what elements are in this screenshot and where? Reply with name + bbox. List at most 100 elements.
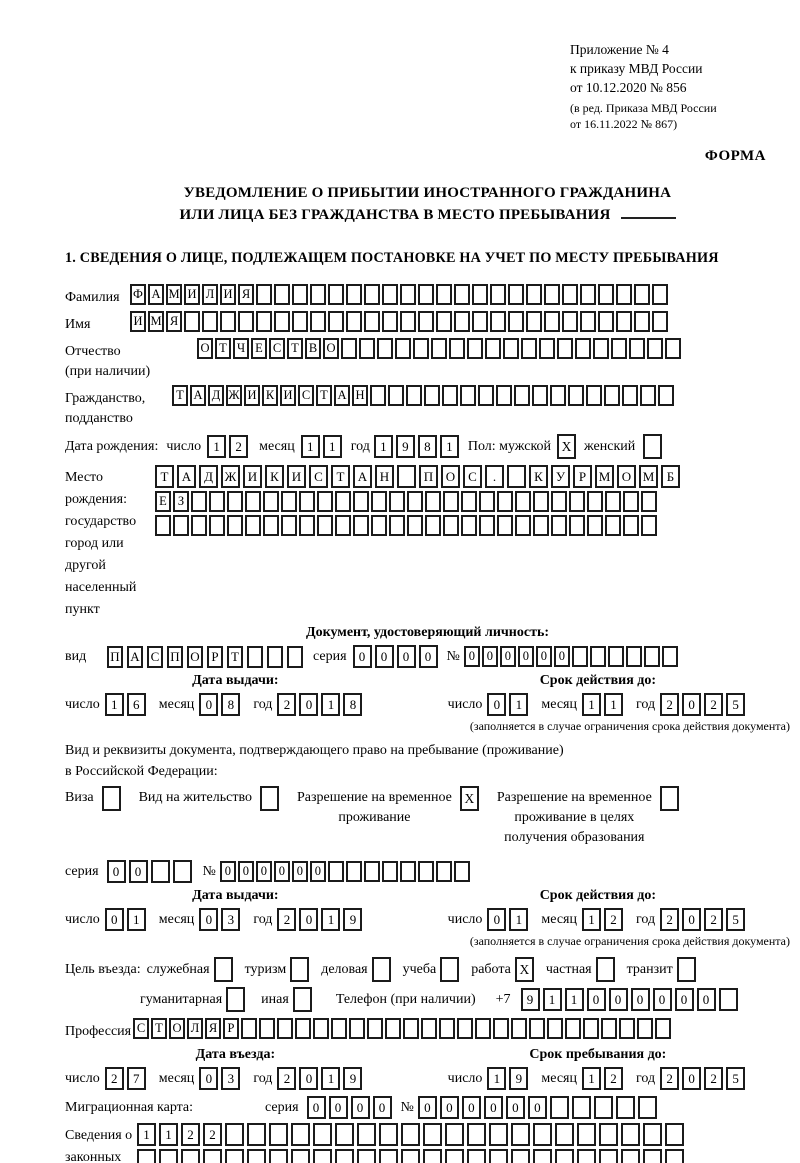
char-box[interactable]: Я — [205, 1018, 221, 1039]
char-box[interactable] — [587, 515, 603, 536]
char-box[interactable] — [295, 1018, 311, 1039]
char-box[interactable] — [267, 645, 283, 668]
char-box[interactable] — [445, 1123, 464, 1146]
char-box[interactable] — [202, 311, 218, 332]
char-box[interactable]: З — [173, 491, 189, 512]
char-box[interactable]: 1 — [104, 693, 124, 716]
char-box[interactable] — [299, 491, 315, 512]
char-box[interactable]: 0 — [352, 645, 372, 668]
char-box[interactable]: А — [148, 284, 164, 305]
char-box[interactable]: 1 — [581, 693, 601, 716]
char-box[interactable]: 0 — [527, 1096, 547, 1119]
char-box[interactable]: 9 — [343, 1067, 363, 1090]
char-box[interactable]: Я — [166, 311, 182, 332]
char-box[interactable] — [335, 515, 351, 536]
char-box[interactable] — [511, 1149, 530, 1163]
char-box[interactable] — [256, 284, 272, 305]
char-box[interactable] — [310, 284, 326, 305]
char-box[interactable]: Ж — [221, 465, 240, 488]
char-box[interactable] — [274, 311, 290, 332]
char-box[interactable]: 0 — [219, 861, 236, 882]
char-box[interactable] — [587, 491, 603, 512]
char-box[interactable]: 0 — [652, 988, 672, 1011]
char-box[interactable]: 1 — [126, 908, 146, 931]
char-box[interactable]: 0 — [483, 1096, 503, 1119]
char-box[interactable]: 2 — [660, 1067, 680, 1090]
char-box[interactable]: И — [184, 284, 200, 305]
char-box[interactable]: 0 — [487, 693, 507, 716]
char-box[interactable] — [335, 491, 351, 512]
char-box[interactable] — [346, 311, 362, 332]
char-box[interactable] — [341, 338, 357, 359]
char-box[interactable]: 8 — [417, 435, 437, 458]
char-box[interactable] — [406, 385, 422, 406]
char-box[interactable] — [435, 861, 452, 882]
char-box[interactable]: П — [167, 645, 183, 668]
char-box[interactable]: 1 — [321, 693, 341, 716]
char-box[interactable]: А — [334, 385, 350, 406]
char-box[interactable]: Т — [172, 385, 188, 406]
char-box[interactable]: 2 — [704, 1067, 724, 1090]
char-box[interactable]: 0 — [481, 646, 498, 667]
char-box[interactable]: 0 — [586, 988, 606, 1011]
checkbox[interactable] — [290, 957, 310, 982]
char-box[interactable] — [640, 385, 656, 406]
char-box[interactable] — [418, 284, 434, 305]
char-box[interactable]: С — [309, 465, 328, 488]
char-box[interactable] — [539, 338, 555, 359]
char-box[interactable] — [389, 515, 405, 536]
char-box[interactable] — [184, 311, 200, 332]
char-box[interactable] — [615, 1096, 635, 1119]
char-box[interactable] — [371, 515, 387, 536]
char-box[interactable]: М — [595, 465, 614, 488]
char-box[interactable]: П — [107, 645, 123, 668]
char-box[interactable] — [328, 311, 344, 332]
char-box[interactable] — [220, 311, 236, 332]
char-box[interactable] — [577, 1149, 596, 1163]
char-box[interactable] — [335, 1149, 354, 1163]
char-box[interactable] — [401, 1149, 420, 1163]
char-box[interactable]: А — [127, 645, 143, 668]
char-box[interactable] — [225, 1149, 244, 1163]
char-box[interactable] — [423, 1123, 442, 1146]
char-box[interactable] — [263, 491, 279, 512]
char-box[interactable] — [395, 338, 411, 359]
char-box[interactable] — [227, 491, 243, 512]
char-box[interactable]: 0 — [199, 693, 219, 716]
char-box[interactable]: 0 — [199, 1067, 219, 1090]
char-box[interactable] — [601, 1018, 617, 1039]
char-box[interactable] — [490, 284, 506, 305]
checkbox[interactable] — [259, 786, 279, 811]
char-box[interactable] — [274, 284, 290, 305]
char-box[interactable]: 8 — [221, 693, 241, 716]
char-box[interactable] — [562, 284, 578, 305]
char-box[interactable]: А — [177, 465, 196, 488]
char-box[interactable] — [381, 861, 398, 882]
char-box[interactable]: Я — [238, 284, 254, 305]
char-box[interactable] — [137, 1149, 156, 1163]
char-box[interactable] — [346, 284, 362, 305]
char-box[interactable] — [259, 1018, 275, 1039]
char-box[interactable] — [658, 385, 674, 406]
char-box[interactable]: М — [639, 465, 658, 488]
char-box[interactable]: Т — [215, 338, 231, 359]
char-box[interactable]: Т — [155, 465, 174, 488]
char-box[interactable] — [605, 515, 621, 536]
char-box[interactable] — [478, 385, 494, 406]
checkbox[interactable]: X — [557, 434, 577, 459]
char-box[interactable]: А — [190, 385, 206, 406]
char-box[interactable] — [227, 515, 243, 536]
char-box[interactable] — [583, 1018, 599, 1039]
char-box[interactable] — [357, 1149, 376, 1163]
char-box[interactable] — [623, 491, 639, 512]
char-box[interactable]: 2 — [203, 1123, 222, 1146]
char-box[interactable]: Р — [207, 645, 223, 668]
char-box[interactable]: 3 — [221, 908, 241, 931]
char-box[interactable]: Н — [375, 465, 394, 488]
char-box[interactable] — [407, 491, 423, 512]
checkbox[interactable]: X — [514, 957, 534, 982]
char-box[interactable]: О — [197, 338, 213, 359]
char-box[interactable]: 0 — [299, 908, 319, 931]
char-box[interactable] — [665, 1123, 684, 1146]
char-box[interactable]: 1 — [373, 435, 393, 458]
